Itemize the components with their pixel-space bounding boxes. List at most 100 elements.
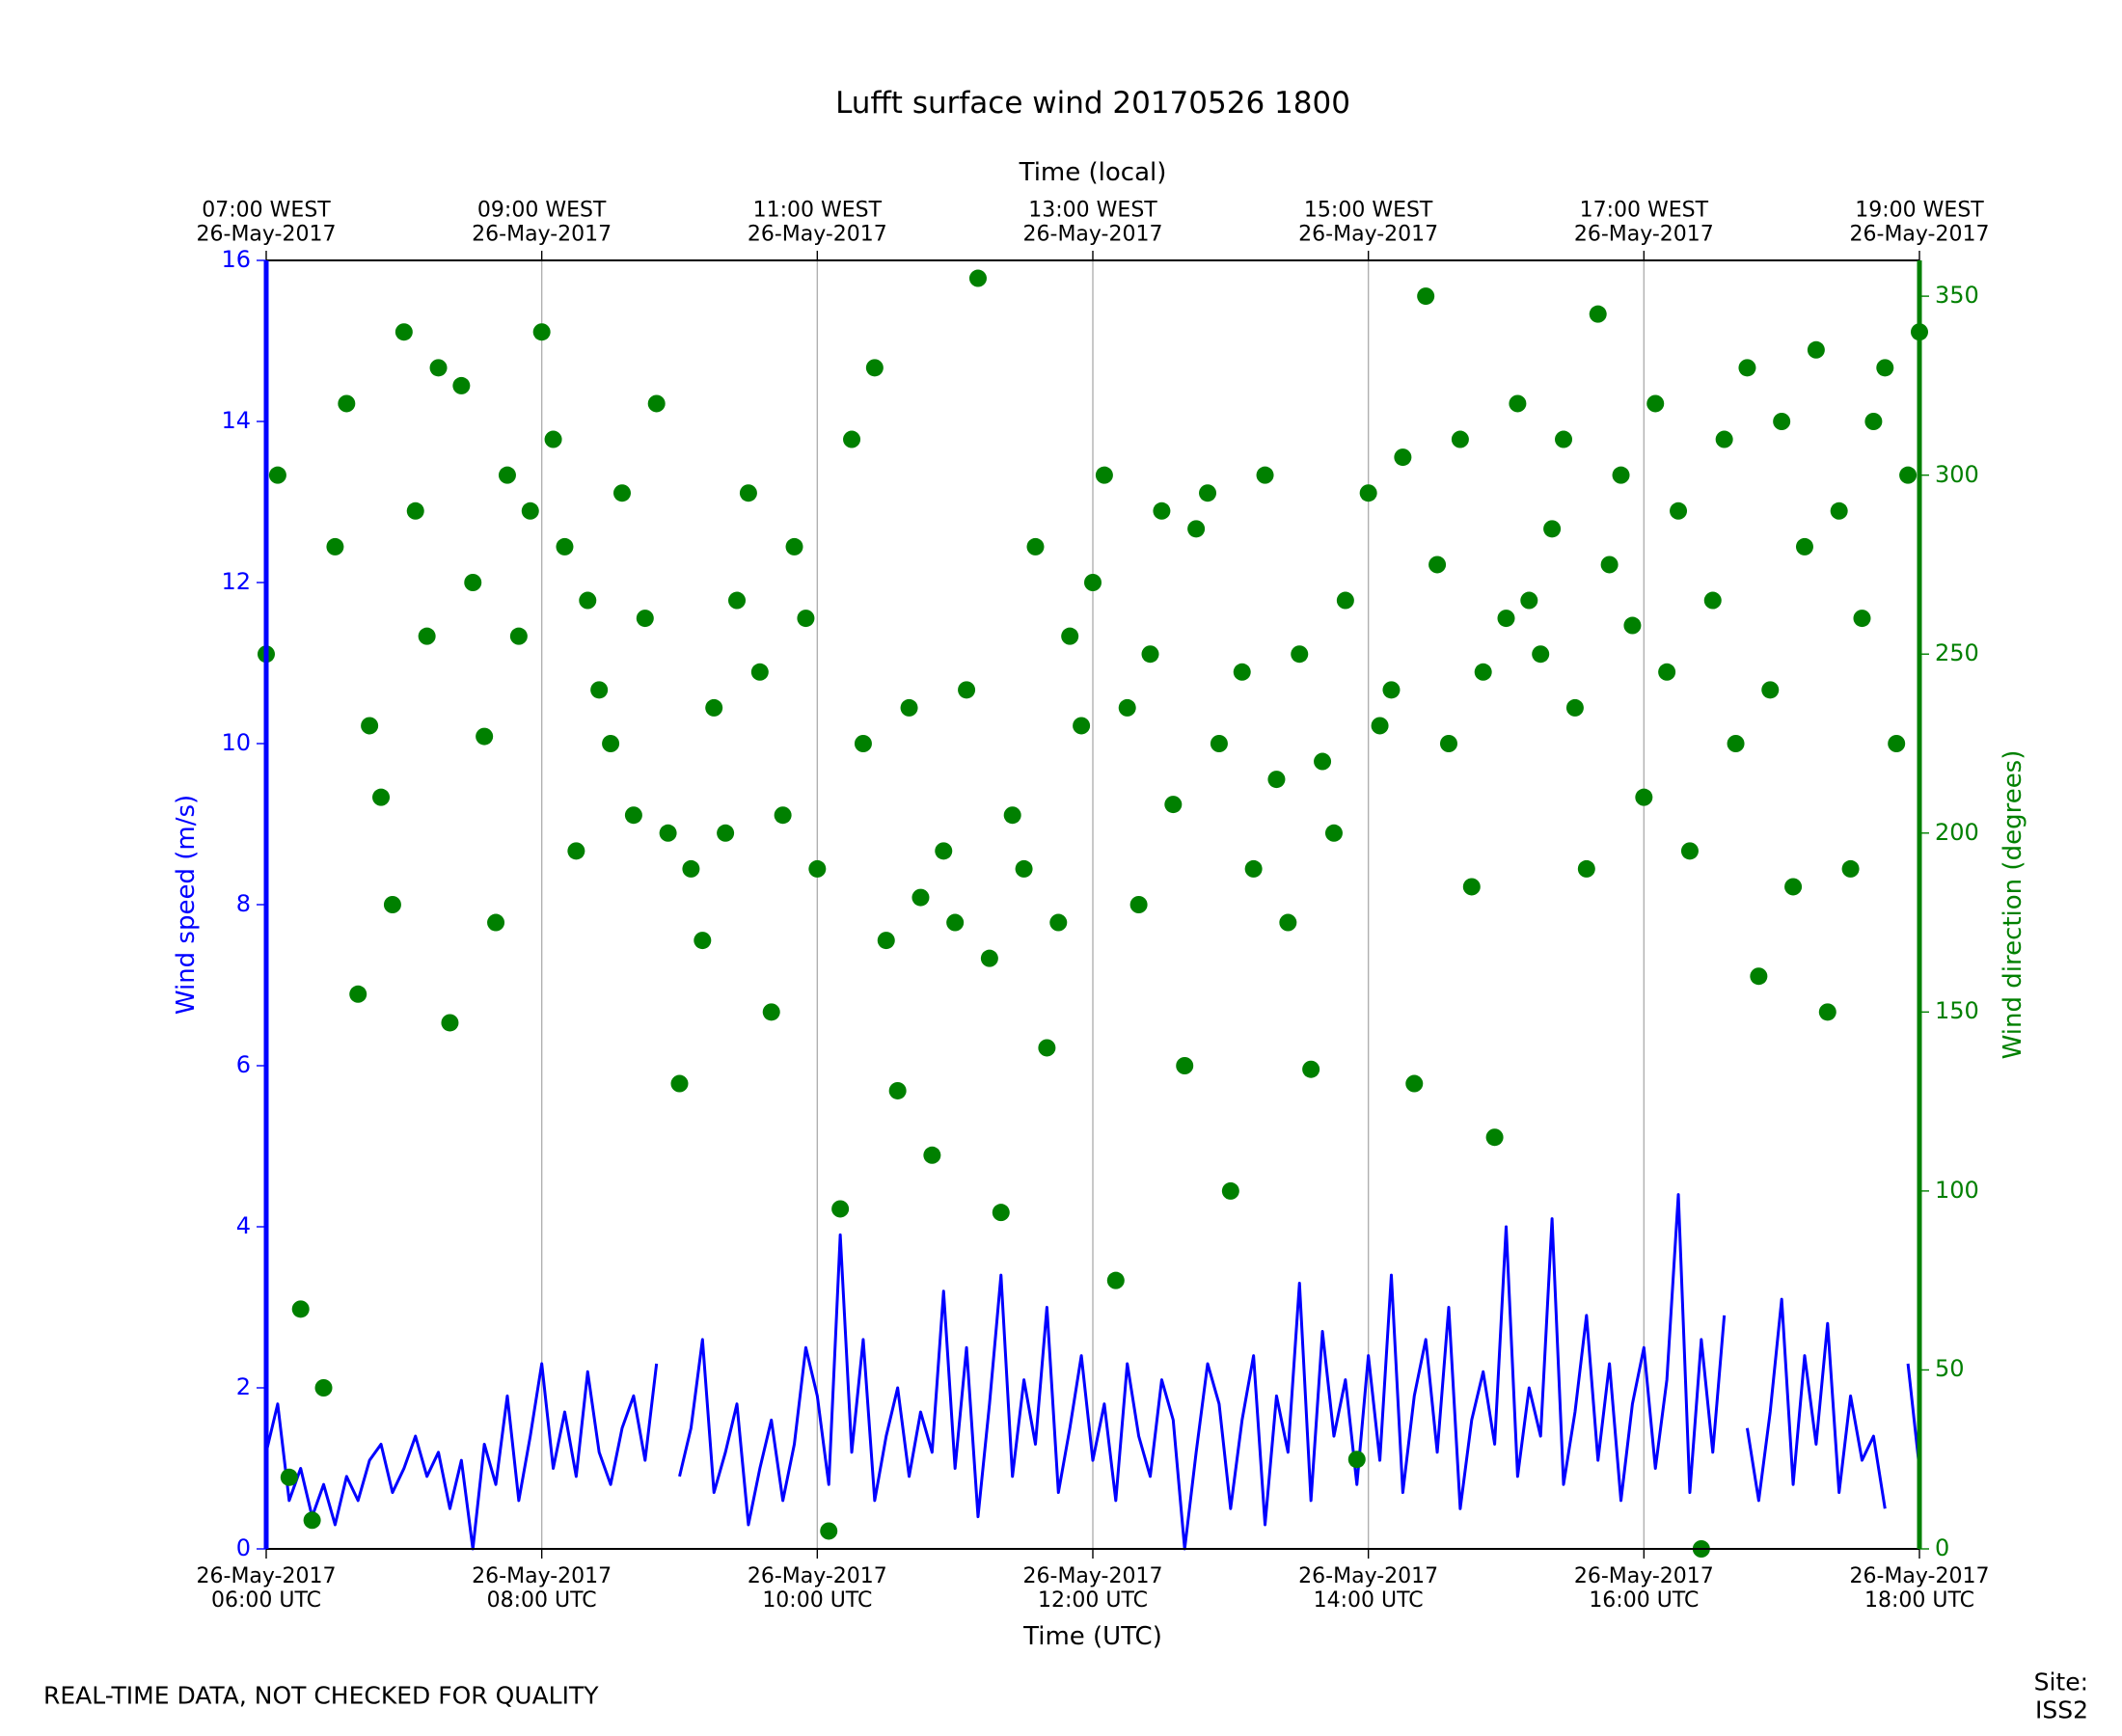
direction-point — [762, 1003, 780, 1021]
direction-point — [1073, 717, 1091, 735]
direction-point — [1497, 610, 1515, 628]
direction-point — [1210, 735, 1228, 752]
direction-point — [820, 1522, 838, 1540]
direction-point — [1049, 913, 1068, 932]
y2-axis-label: Wind direction (degrees) — [1999, 749, 2028, 1060]
direction-point — [1795, 537, 1813, 556]
direction-point — [498, 466, 516, 484]
y2-tick-label: 300 — [1935, 460, 1979, 488]
direction-point — [1532, 645, 1550, 664]
x-tick-label: 26-May-2017 12:00 UTC — [1022, 1564, 1163, 1614]
direction-point — [1451, 430, 1469, 448]
direction-point — [1336, 591, 1354, 610]
direction-point — [1784, 878, 1803, 896]
direction-point — [1371, 717, 1389, 735]
direction-point — [291, 1300, 310, 1318]
direction-point — [1565, 698, 1584, 717]
direction-point — [349, 985, 367, 1003]
direction-point — [1279, 913, 1297, 932]
direction-point — [1095, 466, 1113, 484]
direction-point — [1439, 735, 1457, 752]
direction-point — [992, 1204, 1010, 1222]
direction-point — [1485, 1128, 1504, 1147]
direction-point — [865, 359, 884, 377]
direction-point — [923, 1146, 941, 1164]
y-tick-label: 16 — [221, 246, 251, 274]
direction-point — [418, 627, 436, 645]
y2-tick-label: 100 — [1935, 1177, 1979, 1205]
direction-point — [900, 698, 918, 717]
direction-point — [1853, 610, 1871, 628]
direction-point — [1841, 859, 1860, 878]
x2-tick-label: 17:00 WEST 26-May-2017 — [1573, 198, 1714, 247]
direction-point — [1555, 430, 1573, 448]
direction-point — [1658, 663, 1676, 681]
direction-point — [647, 394, 666, 413]
direction-point — [1612, 466, 1630, 484]
direction-point — [1646, 394, 1665, 413]
direction-point — [1084, 574, 1102, 591]
y-tick-label: 4 — [235, 1212, 251, 1240]
footer-note: REAL-TIME DATA, NOT CHECKED FOR QUALITY — [43, 1681, 599, 1710]
direction-point — [567, 842, 585, 860]
direction-point — [877, 932, 895, 950]
direction-point — [694, 932, 712, 950]
y2-tick-label: 150 — [1935, 997, 1979, 1025]
direction-point — [705, 698, 723, 717]
direction-point — [1118, 698, 1136, 717]
direction-point — [429, 359, 448, 377]
y2-tick-label: 250 — [1935, 639, 1979, 667]
direction-point — [1256, 466, 1274, 484]
direction-point — [1635, 788, 1653, 806]
y2-tick-label: 0 — [1935, 1534, 1950, 1562]
direction-point — [1382, 681, 1401, 699]
direction-point — [1347, 1451, 1366, 1469]
direction-point — [532, 323, 551, 341]
direction-point — [1153, 502, 1171, 520]
y-tick-label: 8 — [235, 890, 251, 918]
direction-point — [268, 466, 286, 484]
direction-point — [476, 727, 494, 746]
direction-point — [372, 788, 391, 806]
direction-point — [843, 430, 861, 448]
direction-point — [774, 806, 792, 825]
direction-point — [831, 1200, 850, 1218]
direction-point — [670, 1074, 689, 1093]
y2-tick-label: 200 — [1935, 818, 1979, 846]
direction-point — [1543, 520, 1562, 538]
direction-point — [659, 824, 677, 842]
direction-point — [361, 717, 379, 735]
chart-title: Lufft surface wind 20170526 1800 — [835, 86, 1350, 122]
direction-point — [1623, 616, 1642, 635]
direction-point — [1405, 1074, 1424, 1093]
direction-point — [1267, 771, 1286, 789]
direction-point — [1129, 896, 1148, 913]
direction-point — [326, 537, 344, 556]
direction-point — [1176, 1057, 1194, 1074]
direction-point — [1773, 413, 1791, 430]
direction-point — [602, 735, 620, 752]
direction-point — [935, 842, 953, 860]
direction-point — [1899, 466, 1918, 484]
direction-point — [717, 824, 735, 842]
direction-point — [624, 806, 642, 825]
direction-point — [464, 574, 482, 591]
x2-axis-label: Time (local) — [1019, 158, 1167, 188]
direction-point — [1244, 859, 1263, 878]
direction-point — [1600, 556, 1619, 574]
direction-point — [1141, 645, 1159, 664]
x2-tick-label: 19:00 WEST 26-May-2017 — [1849, 198, 1990, 247]
direction-point — [1291, 645, 1309, 664]
y-tick-label: 10 — [221, 729, 251, 757]
site-label: Site: ISS2 — [2033, 1668, 2088, 1723]
direction-point — [338, 394, 356, 413]
direction-point — [1428, 556, 1447, 574]
direction-point — [579, 591, 597, 610]
direction-point — [785, 537, 803, 556]
direction-point — [1314, 752, 1332, 771]
direction-point — [521, 502, 539, 520]
direction-point — [1577, 859, 1595, 878]
direction-point — [1818, 1003, 1836, 1021]
